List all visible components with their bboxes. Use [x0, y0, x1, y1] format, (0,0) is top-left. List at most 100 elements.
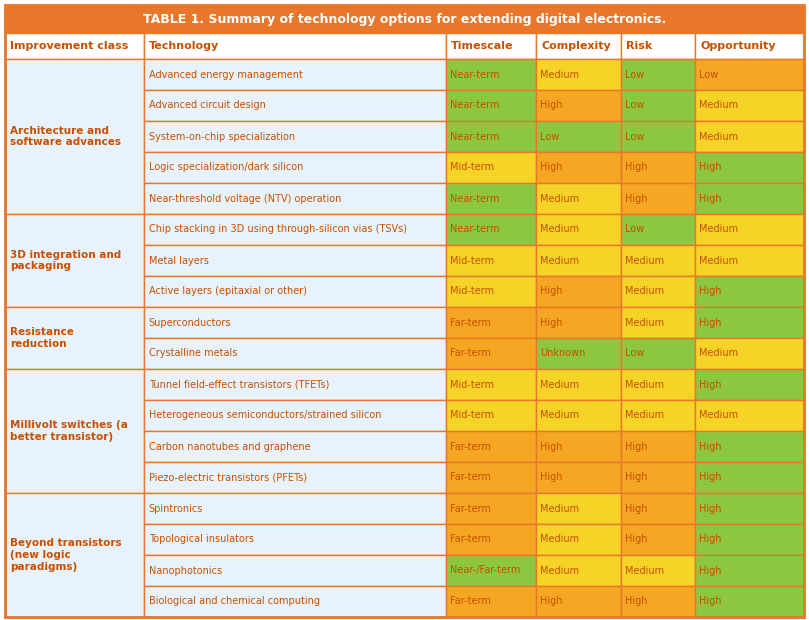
Text: High: High	[625, 596, 647, 606]
Text: Medium: Medium	[540, 193, 579, 203]
Text: High: High	[625, 472, 647, 482]
Text: Medium: Medium	[699, 348, 739, 358]
Text: Medium: Medium	[540, 565, 579, 575]
Text: High: High	[540, 162, 563, 172]
Bar	[621, 462, 695, 493]
Text: Advanced circuit design: Advanced circuit design	[149, 100, 265, 110]
Bar	[144, 338, 446, 369]
Bar	[446, 400, 536, 431]
Bar	[536, 214, 621, 245]
Bar	[536, 59, 621, 90]
Text: Far-term: Far-term	[450, 441, 490, 451]
Text: Far-term: Far-term	[450, 472, 490, 482]
Bar	[144, 245, 446, 276]
Bar	[144, 369, 446, 400]
Text: Near-term: Near-term	[450, 224, 499, 234]
Bar	[695, 555, 804, 586]
Text: High: High	[699, 565, 722, 575]
Bar	[536, 307, 621, 338]
Bar	[695, 369, 804, 400]
Text: High: High	[625, 193, 647, 203]
Bar	[144, 586, 446, 617]
Text: Superconductors: Superconductors	[149, 317, 231, 327]
Bar	[695, 493, 804, 524]
Bar	[144, 431, 446, 462]
Bar	[144, 307, 446, 338]
Bar	[695, 90, 804, 121]
Bar	[446, 59, 536, 90]
Bar	[536, 400, 621, 431]
Bar	[621, 33, 695, 59]
Text: Far-term: Far-term	[450, 596, 490, 606]
Text: Mid-term: Mid-term	[450, 162, 493, 172]
Bar	[695, 431, 804, 462]
Text: Architecture and
software advances: Architecture and software advances	[10, 126, 121, 148]
Text: Near-term: Near-term	[450, 193, 499, 203]
Text: Low: Low	[625, 131, 644, 141]
Bar	[695, 59, 804, 90]
Text: Mid-term: Mid-term	[450, 379, 493, 389]
Text: High: High	[699, 441, 722, 451]
Bar	[536, 369, 621, 400]
Bar	[536, 33, 621, 59]
Bar	[144, 121, 446, 152]
Text: Tunnel field-effect transistors (TFETs): Tunnel field-effect transistors (TFETs)	[149, 379, 329, 389]
Bar	[695, 183, 804, 214]
Bar	[536, 493, 621, 524]
Text: Medium: Medium	[540, 224, 579, 234]
Bar	[621, 369, 695, 400]
Bar	[144, 214, 446, 245]
Text: Active layers (epitaxial or other): Active layers (epitaxial or other)	[149, 286, 307, 296]
Text: Resistance
reduction: Resistance reduction	[10, 327, 74, 349]
Text: Near-threshold voltage (NTV) operation: Near-threshold voltage (NTV) operation	[149, 193, 341, 203]
Text: Nanophotonics: Nanophotonics	[149, 565, 222, 575]
Text: Medium: Medium	[625, 255, 664, 265]
Bar	[5, 33, 144, 59]
Text: High: High	[540, 317, 563, 327]
Bar	[5, 59, 144, 214]
Text: High: High	[625, 441, 647, 451]
Bar	[536, 462, 621, 493]
Bar	[621, 524, 695, 555]
Bar	[621, 59, 695, 90]
Bar	[446, 183, 536, 214]
Text: Medium: Medium	[540, 503, 579, 513]
Bar	[695, 338, 804, 369]
Text: Medium: Medium	[540, 410, 579, 420]
Text: High: High	[540, 596, 563, 606]
Text: Far-term: Far-term	[450, 534, 490, 544]
Text: Unknown: Unknown	[540, 348, 586, 358]
Bar	[446, 121, 536, 152]
Text: Medium: Medium	[625, 379, 664, 389]
Text: High: High	[699, 596, 722, 606]
Bar	[536, 121, 621, 152]
Text: Medium: Medium	[699, 100, 739, 110]
Text: High: High	[699, 317, 722, 327]
Text: TABLE 1. Summary of technology options for extending digital electronics.: TABLE 1. Summary of technology options f…	[143, 12, 666, 25]
Bar	[144, 59, 446, 90]
Bar	[144, 183, 446, 214]
Bar	[536, 276, 621, 307]
Bar	[621, 276, 695, 307]
Text: Carbon nanotubes and graphene: Carbon nanotubes and graphene	[149, 441, 311, 451]
Text: Topological insulators: Topological insulators	[149, 534, 254, 544]
Bar	[536, 152, 621, 183]
Bar	[695, 307, 804, 338]
Text: High: High	[540, 441, 563, 451]
Text: Biological and chemical computing: Biological and chemical computing	[149, 596, 320, 606]
Bar	[144, 555, 446, 586]
Bar	[144, 90, 446, 121]
Text: Metal layers: Metal layers	[149, 255, 209, 265]
Bar	[695, 152, 804, 183]
Text: Technology: Technology	[149, 41, 219, 51]
Bar	[536, 183, 621, 214]
Bar	[695, 586, 804, 617]
Text: High: High	[625, 503, 647, 513]
Bar	[621, 152, 695, 183]
Bar	[621, 183, 695, 214]
Bar	[5, 5, 804, 33]
Bar	[621, 400, 695, 431]
Bar	[695, 33, 804, 59]
Text: Medium: Medium	[699, 224, 739, 234]
Bar	[5, 369, 144, 493]
